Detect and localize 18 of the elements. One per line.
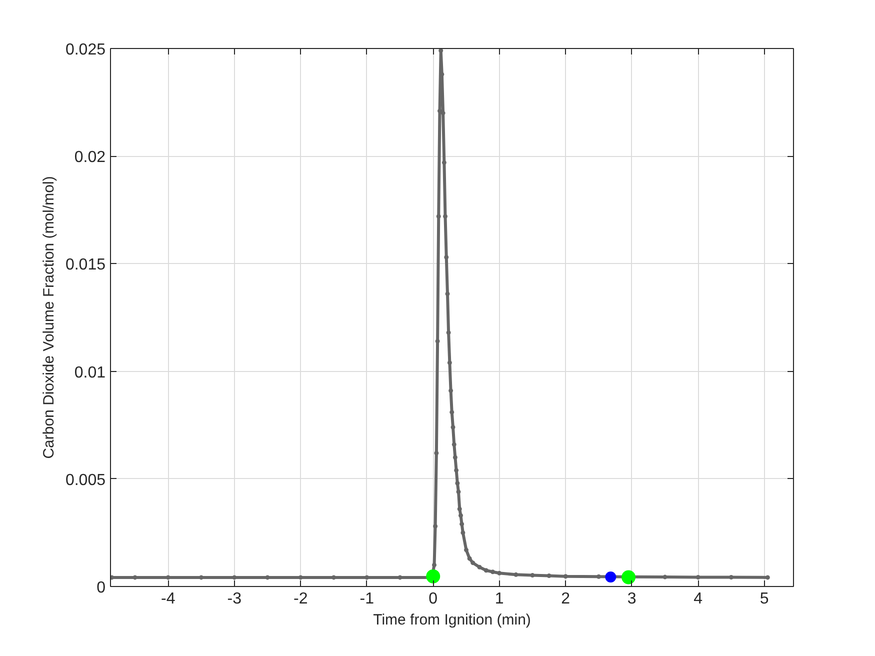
y-tick-label: 0.005 bbox=[65, 472, 106, 489]
x-tick-label: -4 bbox=[161, 590, 176, 608]
x-tick-label: 4 bbox=[694, 590, 703, 608]
x-tick-label: -1 bbox=[360, 590, 374, 608]
x-tick-label: 2 bbox=[561, 590, 570, 608]
x-tick-label: -2 bbox=[294, 590, 308, 608]
x-tick-label: 0 bbox=[428, 590, 438, 608]
x-tick-label: 5 bbox=[760, 590, 769, 608]
y-tick-label: 0.015 bbox=[65, 256, 106, 274]
x-axis-title: Time from Ignition (min) bbox=[373, 612, 531, 628]
x-tick-label: 3 bbox=[627, 590, 636, 608]
y-tick-label: 0.02 bbox=[74, 149, 106, 166]
x-tick-label: -3 bbox=[227, 590, 242, 608]
y-tick-label: 0.01 bbox=[74, 364, 106, 382]
x-tick-label: 1 bbox=[494, 590, 504, 608]
y-tick-label: 0 bbox=[96, 580, 106, 596]
y-axis-title: Carbon Dioxide Volume Fraction (mol/mol) bbox=[40, 176, 58, 459]
y-tick-label: 0.025 bbox=[65, 42, 106, 58]
